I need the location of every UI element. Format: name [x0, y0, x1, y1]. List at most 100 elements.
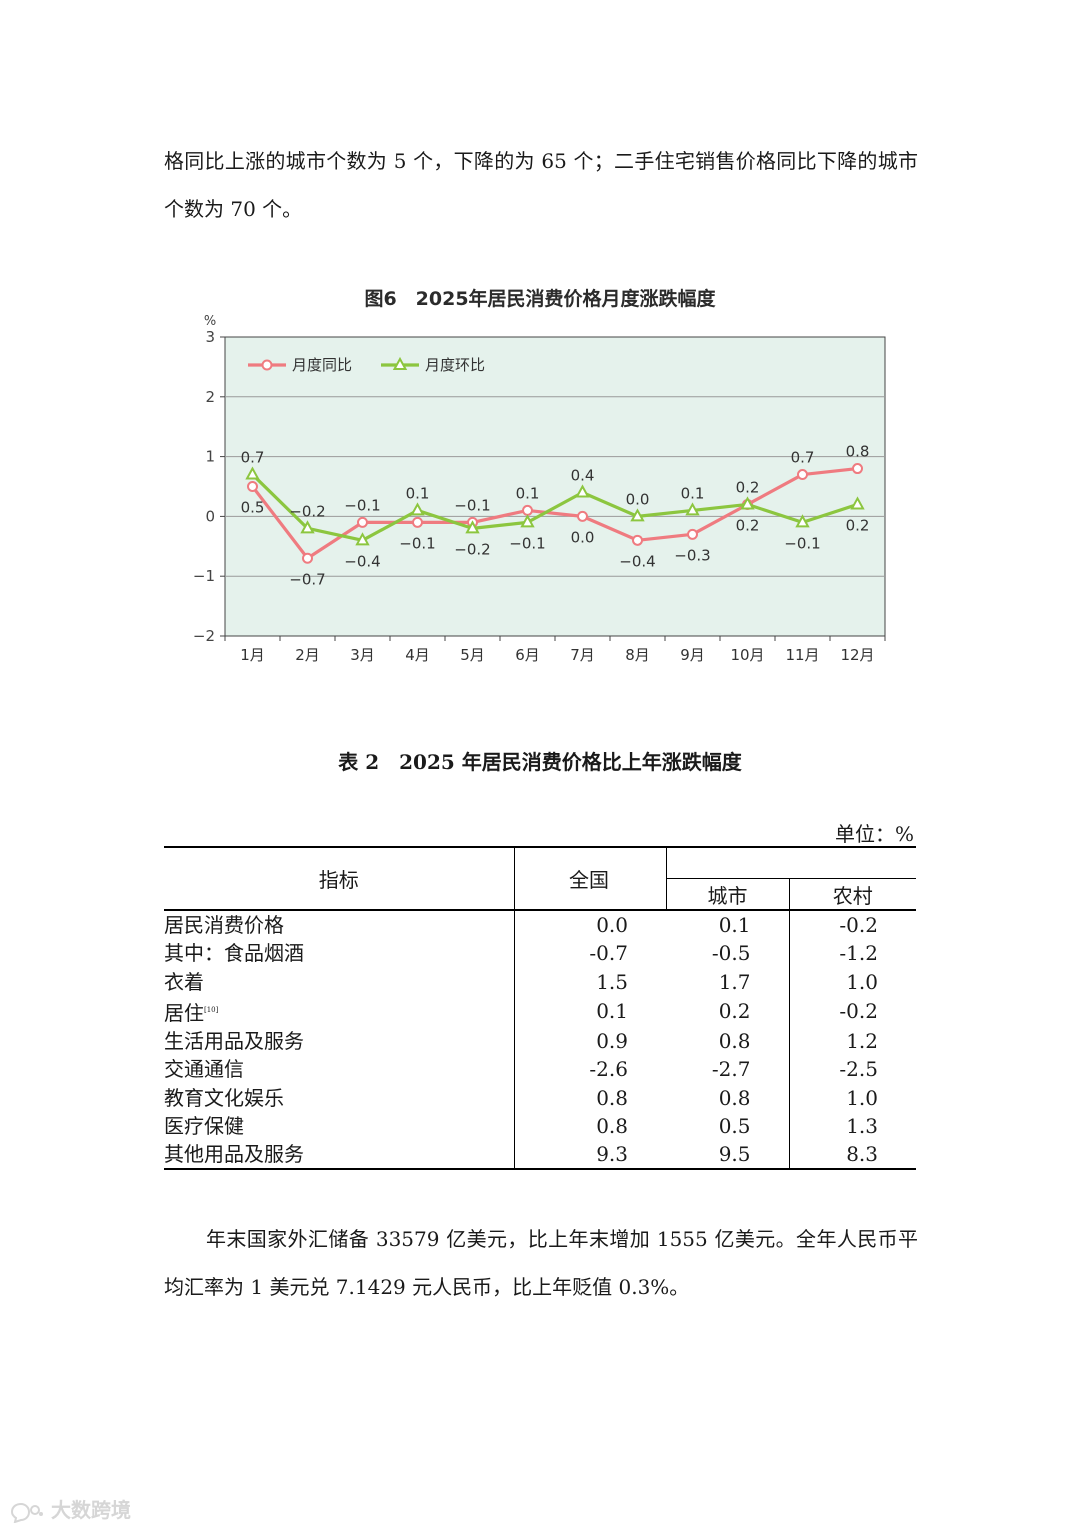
cell-city: 0.8: [666, 1026, 790, 1056]
x-tick-label: 6月: [515, 646, 540, 664]
data-label: 0.7: [791, 449, 815, 467]
x-tick-label: 10月: [730, 646, 764, 664]
table-row: 其他用品及服务 9.3 9.5 8.3: [164, 1140, 916, 1171]
data-point: [632, 534, 643, 546]
data-point: [247, 481, 258, 492]
x-tick-label: 7月: [570, 646, 595, 664]
cell-national: 1.5: [596, 969, 628, 994]
data-label: −0.1: [454, 496, 490, 514]
data-point: [355, 532, 370, 546]
data-label: −0.1: [399, 534, 435, 552]
paragraph-forex-reserves: 年末国家外汇储备 33579 亿美元，比上年末增加 1555 亿美元。全年人民币…: [164, 1227, 918, 1299]
data-label: −0.3: [674, 546, 710, 564]
cell-national: -0.7: [589, 941, 628, 966]
table-unit: 单位：%: [834, 822, 914, 846]
data-point: [852, 463, 863, 475]
header-national: 全国: [514, 846, 667, 911]
cell-city: 0.8: [666, 1083, 790, 1112]
row-indicator: 教育文化娱乐: [164, 1083, 515, 1112]
y-tick-label: 2: [205, 388, 215, 406]
data-label: 0.2: [736, 478, 760, 496]
cell-rural: -2.5: [839, 1057, 878, 1082]
figure-title: 图6 2025年居民消费价格月度涨跌幅度: [364, 288, 716, 310]
data-label: 0.7: [241, 449, 265, 467]
data-label: 0.8: [846, 443, 870, 461]
data-label: 0.4: [571, 466, 595, 484]
cell-national: 0.9: [596, 1029, 628, 1054]
watermark: 大数跨境: [8, 1494, 131, 1523]
cell-rural: 1.0: [846, 1085, 878, 1110]
data-point: [302, 552, 313, 564]
y-tick-label: 3: [205, 328, 215, 346]
x-tick-label: 12月: [840, 646, 874, 664]
row-indicator: 其中：食品烟酒: [164, 939, 515, 968]
data-label: 0.1: [681, 484, 705, 502]
header-city: 城市: [666, 878, 790, 911]
cpi-monthly-line-chart: 3 2 1 0 −1 −2% 1月 2月 3月 4月 5月 6月 7月 8月 9月 10月 11月 12月 0.5 0…: [193, 314, 886, 664]
x-tick-label: 3月: [350, 646, 375, 664]
header-rural: 农村: [789, 878, 916, 911]
header-indicator: 指标: [164, 846, 515, 911]
row-indicator-label: 衣着: [164, 969, 204, 994]
data-point: [797, 469, 808, 481]
table-row: 衣着 1.5 1.7 1.0: [164, 967, 916, 996]
table-row: 居住[10] 0.1 0.2 -0.2: [164, 995, 916, 1027]
cell-city: 0.5: [666, 1111, 790, 1141]
data-label: 0.5: [241, 499, 265, 517]
row-indicator-label: 居民消费价格: [164, 913, 284, 938]
row-indicator-label: 教育文化娱乐: [164, 1085, 284, 1110]
plot-area: [224, 336, 886, 637]
data-label: −0.1: [784, 534, 820, 552]
header-group-spacer: [666, 846, 916, 879]
cell-city: -2.7: [666, 1055, 790, 1084]
x-tick-label: 2月: [295, 646, 320, 664]
cell-city: 0.1: [666, 910, 790, 940]
cell-rural: 1.3: [846, 1113, 878, 1138]
cell-national: -2.6: [589, 1057, 628, 1082]
data-point: [687, 528, 698, 540]
table-row: 教育文化娱乐 0.8 0.8 1.0: [164, 1083, 916, 1112]
row-indicator-label: 其他用品及服务: [164, 1142, 304, 1167]
watermark-text: 大数跨境: [50, 1498, 131, 1522]
data-label: −0.2: [454, 540, 490, 558]
cell-city: 9.5: [666, 1140, 790, 1171]
data-point: [630, 508, 645, 522]
cell-national: 0.1: [596, 999, 628, 1024]
cell-city: -0.5: [666, 939, 790, 968]
data-label: 0.0: [626, 490, 650, 508]
data-point: [245, 466, 260, 480]
speech-bubble-logo-icon: [10, 1502, 43, 1523]
cell-rural: -0.2: [839, 999, 878, 1024]
data-point: [465, 520, 480, 534]
x-tick-label: 1月: [240, 646, 265, 664]
y-axis-unit: %: [204, 314, 216, 329]
data-point: [522, 504, 533, 516]
cell-rural: -0.2: [839, 913, 878, 938]
legend-marker: [392, 356, 408, 370]
data-point: [850, 496, 865, 510]
data-label: −0.1: [509, 534, 545, 552]
data-label: −0.2: [289, 502, 325, 520]
y-tick-label: −1: [193, 567, 215, 585]
data-point: [575, 484, 590, 498]
legend-label: 月度环比: [425, 356, 485, 374]
data-point: [740, 496, 755, 510]
cpi-annual-table: 指标 全国 城市 农村 居民消费价格 0.0 0.1 -0.2 其中：食品烟酒 -0.7 -…: [164, 846, 916, 1171]
cell-national: 0.8: [596, 1113, 628, 1138]
table-row: 交通通信 -2.6 -2.7 -2.5: [164, 1055, 916, 1084]
paragraph-housing-prices: 格同比上涨的城市个数为 5 个，下降的为 65 个；二手住宅销售价格同比下降的城…: [164, 149, 918, 221]
series-line-0: [251, 466, 858, 560]
table-row: 医疗保健 0.8 0.5 1.3: [164, 1111, 916, 1141]
table-row: 其中：食品烟酒 -0.7 -0.5 -1.2: [164, 939, 916, 968]
row-indicator: 医疗保健: [164, 1111, 515, 1141]
row-indicator: 居住[10]: [164, 995, 515, 1027]
row-indicator: 衣着: [164, 967, 515, 996]
data-point: [685, 502, 700, 516]
y-tick-label: 0: [205, 507, 215, 525]
x-tick-label: 11月: [785, 646, 819, 664]
row-indicator: 生活用品及服务: [164, 1026, 515, 1056]
row-indicator-label: 生活用品及服务: [164, 1029, 304, 1054]
cell-city: 0.2: [666, 995, 790, 1027]
x-tick-label: 5月: [460, 646, 485, 664]
data-label: −0.7: [289, 570, 325, 588]
